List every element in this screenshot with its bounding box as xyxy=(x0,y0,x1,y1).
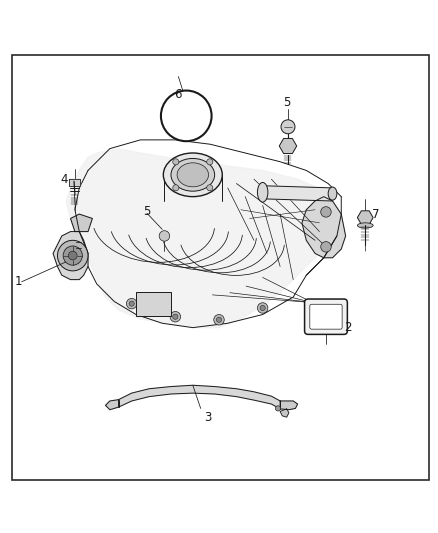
Circle shape xyxy=(173,159,179,165)
Ellipse shape xyxy=(177,163,208,187)
Text: 5: 5 xyxy=(283,96,290,109)
Ellipse shape xyxy=(357,223,373,228)
Polygon shape xyxy=(106,400,119,410)
Text: 5: 5 xyxy=(143,205,151,219)
Polygon shape xyxy=(53,231,88,280)
Ellipse shape xyxy=(328,187,337,200)
Circle shape xyxy=(63,246,82,265)
Circle shape xyxy=(161,91,212,141)
Circle shape xyxy=(258,303,268,313)
Circle shape xyxy=(129,301,134,306)
FancyBboxPatch shape xyxy=(136,292,171,316)
Text: 4: 4 xyxy=(60,173,68,185)
Circle shape xyxy=(173,314,178,319)
Circle shape xyxy=(170,311,180,322)
Polygon shape xyxy=(280,409,289,417)
Ellipse shape xyxy=(258,182,268,202)
Circle shape xyxy=(216,317,222,322)
Polygon shape xyxy=(66,149,341,328)
Circle shape xyxy=(173,185,179,191)
Polygon shape xyxy=(69,179,80,185)
Ellipse shape xyxy=(171,158,215,191)
FancyBboxPatch shape xyxy=(310,304,342,329)
Polygon shape xyxy=(302,197,346,258)
Circle shape xyxy=(57,240,88,271)
FancyBboxPatch shape xyxy=(304,299,347,334)
Circle shape xyxy=(127,298,137,309)
Text: 1: 1 xyxy=(15,275,22,288)
Text: 7: 7 xyxy=(372,208,380,221)
Circle shape xyxy=(207,159,213,165)
Polygon shape xyxy=(71,214,92,231)
Polygon shape xyxy=(119,385,280,409)
Text: 6: 6 xyxy=(174,87,181,101)
Circle shape xyxy=(321,241,331,252)
Circle shape xyxy=(214,314,224,325)
Circle shape xyxy=(260,305,265,311)
Circle shape xyxy=(276,406,281,411)
Circle shape xyxy=(68,251,77,260)
Polygon shape xyxy=(263,185,332,201)
Circle shape xyxy=(159,231,170,241)
Polygon shape xyxy=(280,401,297,410)
Text: 2: 2 xyxy=(344,321,352,334)
Circle shape xyxy=(207,185,213,191)
Ellipse shape xyxy=(163,153,222,197)
Circle shape xyxy=(321,207,331,217)
Circle shape xyxy=(281,120,295,134)
Text: 3: 3 xyxy=(205,410,212,424)
